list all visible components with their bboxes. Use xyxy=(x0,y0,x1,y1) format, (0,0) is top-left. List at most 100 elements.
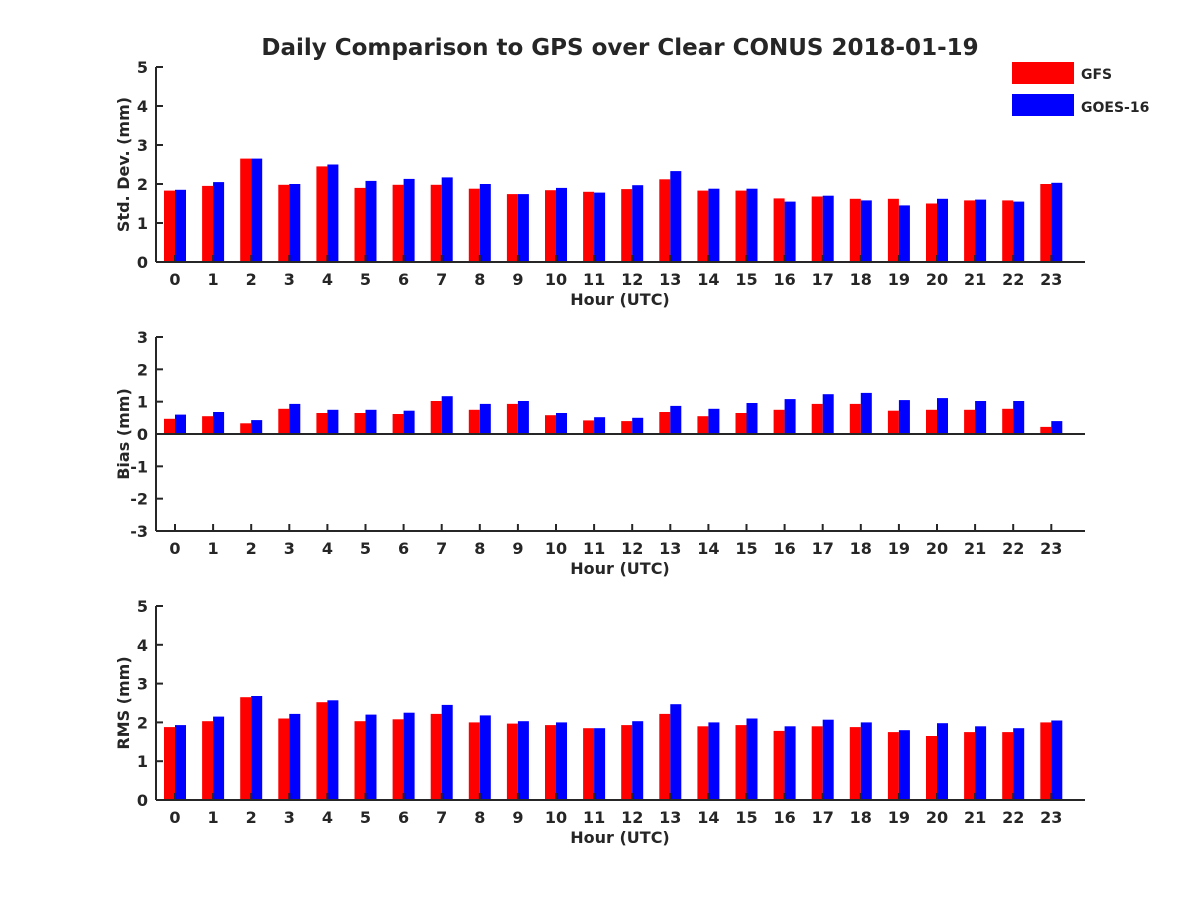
bias-x-tick-label: 16 xyxy=(773,539,795,558)
bar-bias-goes-16-h21 xyxy=(975,401,987,434)
stddev-x-tick-label: 17 xyxy=(812,270,834,289)
stddev-x-tick-label: 7 xyxy=(436,270,447,289)
bar-stddev-goes-16-h14 xyxy=(708,188,720,262)
rms-x-tick-label: 8 xyxy=(474,808,485,827)
stddev-x-tick-label: 6 xyxy=(398,270,409,289)
bar-rms-gfs-h10 xyxy=(545,725,556,800)
bar-stddev-goes-16-h20 xyxy=(937,198,948,262)
rms-x-tick-label: 2 xyxy=(246,808,257,827)
bar-bias-gfs-h12 xyxy=(621,421,633,434)
bar-stddev-gfs-h4 xyxy=(316,166,328,262)
bar-rms-goes-16-h18 xyxy=(860,722,872,800)
bar-rms-goes-16-h16 xyxy=(784,726,796,800)
bias-x-tick-label: 13 xyxy=(659,539,681,558)
stddev-x-tick-label: 10 xyxy=(545,270,567,289)
stddev-x-tick-label: 1 xyxy=(208,270,219,289)
bar-bias-gfs-h22 xyxy=(1002,408,1014,434)
bar-rms-goes-16-h5 xyxy=(365,714,377,800)
rms-x-tick-label: 13 xyxy=(659,808,681,827)
bias-x-tick-label: 15 xyxy=(735,539,757,558)
bar-bias-goes-16-h0 xyxy=(175,414,186,434)
bar-rms-goes-16-h1 xyxy=(213,716,225,800)
bar-stddev-goes-16-h7 xyxy=(441,177,453,262)
bar-rms-goes-16-h9 xyxy=(517,721,529,800)
bar-bias-goes-16-h8 xyxy=(479,403,491,434)
bar-bias-gfs-h10 xyxy=(545,415,556,434)
bar-bias-goes-16-h20 xyxy=(937,398,948,434)
bias-y-tick-label: 1 xyxy=(137,393,148,412)
rms-x-tick-label: 14 xyxy=(697,808,719,827)
bar-rms-goes-16-h13 xyxy=(670,704,682,800)
bar-bias-gfs-h14 xyxy=(697,416,709,434)
bar-bias-gfs-h11 xyxy=(583,420,595,434)
rms-x-tick-label: 7 xyxy=(436,808,447,827)
bias-x-tick-label: 22 xyxy=(1002,539,1024,558)
bar-stddev-goes-16-h2 xyxy=(251,158,263,262)
stddev-x-tick-label: 23 xyxy=(1040,270,1062,289)
bar-stddev-gfs-h2 xyxy=(240,158,252,262)
rms-y-axis-label: RMS (mm) xyxy=(114,656,133,749)
bar-rms-gfs-h20 xyxy=(926,736,937,800)
stddev-y-axis-label: Std. Dev. (mm) xyxy=(114,97,133,232)
bias-x-tick-label: 21 xyxy=(964,539,986,558)
stddev-x-tick-label: 2 xyxy=(246,270,257,289)
bar-stddev-goes-16-h8 xyxy=(479,184,491,262)
rms-x-tick-label: 15 xyxy=(735,808,757,827)
stddev-y-tick-label: 5 xyxy=(137,58,148,77)
bar-rms-goes-16-h21 xyxy=(975,726,987,800)
bar-bias-gfs-h19 xyxy=(887,410,899,434)
bar-rms-gfs-h8 xyxy=(468,722,480,800)
bar-rms-gfs-h7 xyxy=(430,713,442,800)
bias-x-tick-label: 17 xyxy=(812,539,834,558)
stddev-x-tick-label: 19 xyxy=(888,270,910,289)
rms-x-tick-label: 4 xyxy=(322,808,333,827)
bar-stddev-goes-16-h21 xyxy=(975,199,987,262)
bar-bias-gfs-h21 xyxy=(964,409,976,435)
stddev-x-tick-label: 15 xyxy=(735,270,757,289)
bar-rms-gfs-h5 xyxy=(354,721,366,800)
stddev-x-tick-label: 9 xyxy=(512,270,523,289)
bar-rms-gfs-h13 xyxy=(659,713,671,800)
bar-rms-goes-16-h22 xyxy=(1013,728,1025,800)
bar-bias-gfs-h7 xyxy=(430,401,442,434)
bias-x-tick-label: 20 xyxy=(926,539,948,558)
bias-x-tick-label: 19 xyxy=(888,539,910,558)
bar-stddev-goes-16-h5 xyxy=(365,180,377,262)
bar-rms-gfs-h16 xyxy=(773,730,785,800)
bias-y-tick-label: -2 xyxy=(130,490,148,509)
stddev-y-tick-label: 4 xyxy=(137,97,148,116)
bias-y-tick-label: 2 xyxy=(137,360,148,379)
bar-bias-goes-16-h7 xyxy=(441,396,453,434)
stddev-x-tick-label: 13 xyxy=(659,270,681,289)
bar-stddev-gfs-h23 xyxy=(1040,184,1052,262)
bar-stddev-goes-16-h22 xyxy=(1013,201,1025,262)
rms-y-tick-label: 2 xyxy=(137,713,148,732)
bar-rms-gfs-h18 xyxy=(849,727,861,800)
bar-bias-gfs-h15 xyxy=(735,413,747,434)
bar-bias-goes-16-h15 xyxy=(746,403,758,434)
bar-stddev-gfs-h1 xyxy=(202,185,214,262)
bar-stddev-goes-16-h13 xyxy=(670,171,682,262)
rms-x-tick-label: 23 xyxy=(1040,808,1062,827)
bias-y-axis-label: Bias (mm) xyxy=(114,388,133,480)
bar-bias-goes-16-h6 xyxy=(403,410,415,434)
bar-rms-goes-16-h23 xyxy=(1051,720,1063,800)
rms-x-tick-label: 0 xyxy=(169,808,180,827)
bar-bias-goes-16-h14 xyxy=(708,408,720,434)
rms-y-tick-label: 0 xyxy=(137,791,148,810)
bar-bias-gfs-h20 xyxy=(926,409,937,435)
bar-bias-goes-16-h3 xyxy=(289,403,301,434)
stddev-x-tick-label: 8 xyxy=(474,270,485,289)
stddev-x-tick-label: 21 xyxy=(964,270,986,289)
bias-y-tick-label: 0 xyxy=(137,425,148,444)
bar-stddev-gfs-h10 xyxy=(545,190,556,262)
rms-x-tick-label: 20 xyxy=(926,808,948,827)
bar-rms-gfs-h11 xyxy=(583,728,595,800)
stddev-y-tick-label: 3 xyxy=(137,136,148,155)
bar-bias-gfs-h5 xyxy=(354,413,366,434)
bar-rms-gfs-h9 xyxy=(506,723,518,800)
bar-stddev-goes-16-h18 xyxy=(860,200,872,262)
bias-x-tick-label: 14 xyxy=(697,539,719,558)
rms-x-tick-label: 6 xyxy=(398,808,409,827)
